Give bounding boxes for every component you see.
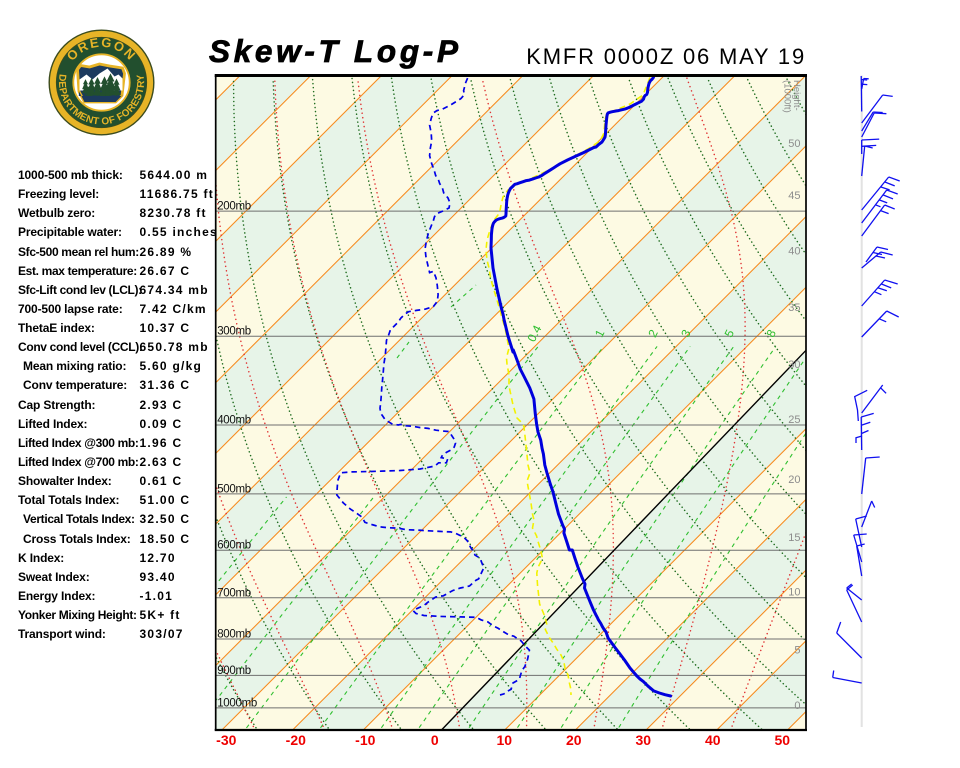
svg-text:40: 40	[788, 246, 800, 258]
svg-text:50: 50	[788, 138, 800, 150]
svg-text:800mb: 800mb	[217, 629, 251, 641]
svg-text:30: 30	[788, 359, 800, 371]
svg-text:0: 0	[794, 700, 800, 712]
svg-text:15: 15	[788, 532, 800, 544]
svg-text:500mb: 500mb	[217, 483, 251, 495]
svg-text:20: 20	[566, 732, 582, 748]
svg-text:10: 10	[788, 587, 800, 599]
svg-text:300mb: 300mb	[217, 326, 251, 338]
svg-text:900mb: 900mb	[217, 665, 251, 677]
svg-text:0.4: 0.4	[524, 323, 544, 345]
svg-text:1000mb: 1000mb	[217, 697, 257, 709]
svg-text:700mb: 700mb	[217, 587, 251, 599]
svg-text:35: 35	[788, 302, 800, 314]
svg-text:600mb: 600mb	[217, 540, 251, 552]
svg-text:5: 5	[794, 645, 800, 657]
svg-text:40: 40	[705, 732, 721, 748]
svg-text:0: 0	[431, 732, 439, 748]
svg-text:50: 50	[775, 732, 791, 748]
svg-text:Height-: Height-	[791, 80, 802, 111]
svg-text:(1000ft): (1000ft)	[782, 80, 793, 113]
svg-text:200mb: 200mb	[217, 201, 251, 213]
svg-text:-30: -30	[216, 732, 236, 748]
svg-text:10: 10	[497, 732, 513, 748]
svg-text:45: 45	[788, 190, 800, 202]
svg-text:20: 20	[788, 474, 800, 486]
svg-text:-10: -10	[355, 732, 375, 748]
svg-text:-20: -20	[286, 732, 306, 748]
svg-text:25: 25	[788, 414, 800, 426]
svg-text:400mb: 400mb	[217, 415, 251, 427]
svg-text:30: 30	[636, 732, 652, 748]
